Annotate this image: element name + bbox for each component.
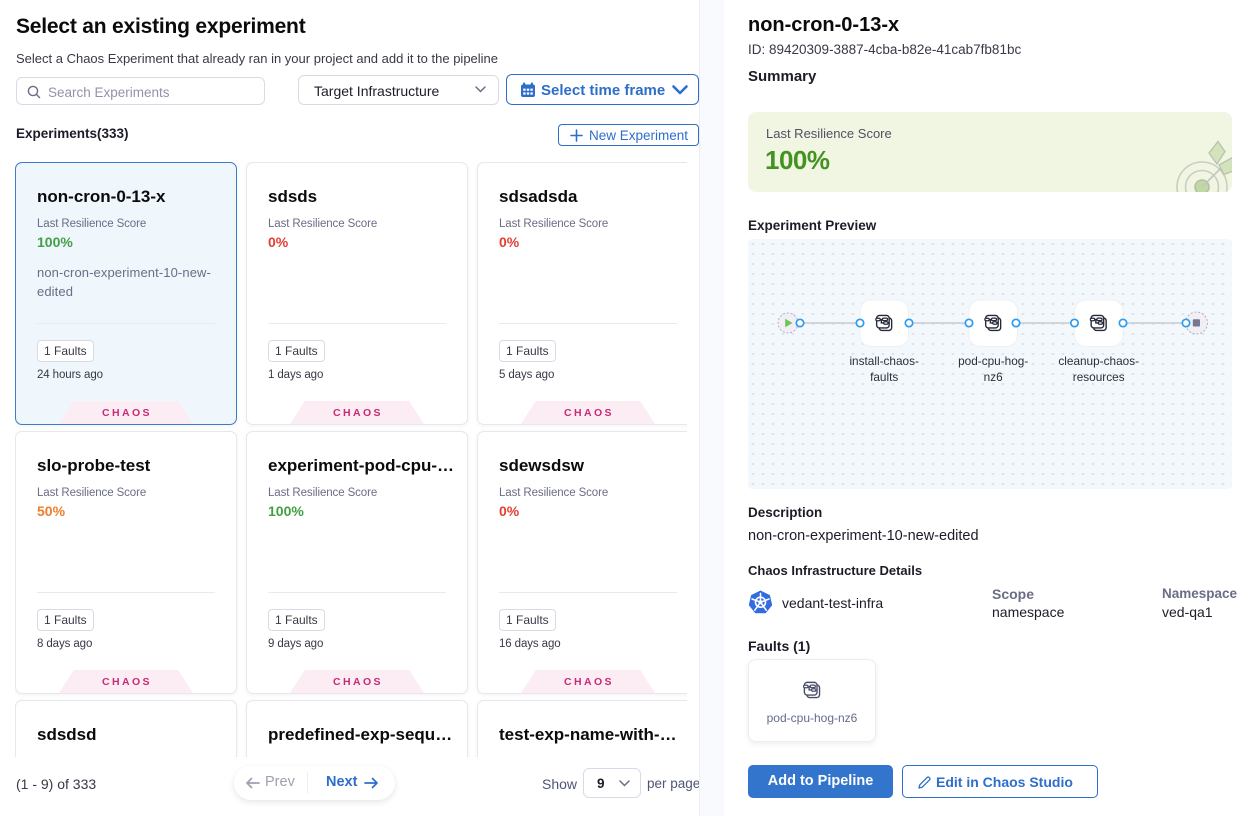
svg-text:faults: faults <box>870 370 898 384</box>
svg-text:resources: resources <box>1073 370 1125 384</box>
svg-text:cleanup-chaos-: cleanup-chaos- <box>1058 354 1139 368</box>
svg-text:pod-cpu-hog-: pod-cpu-hog- <box>958 354 1028 368</box>
svg-text:install-chaos-: install-chaos- <box>849 354 919 368</box>
svg-text:nz6: nz6 <box>984 370 1003 384</box>
